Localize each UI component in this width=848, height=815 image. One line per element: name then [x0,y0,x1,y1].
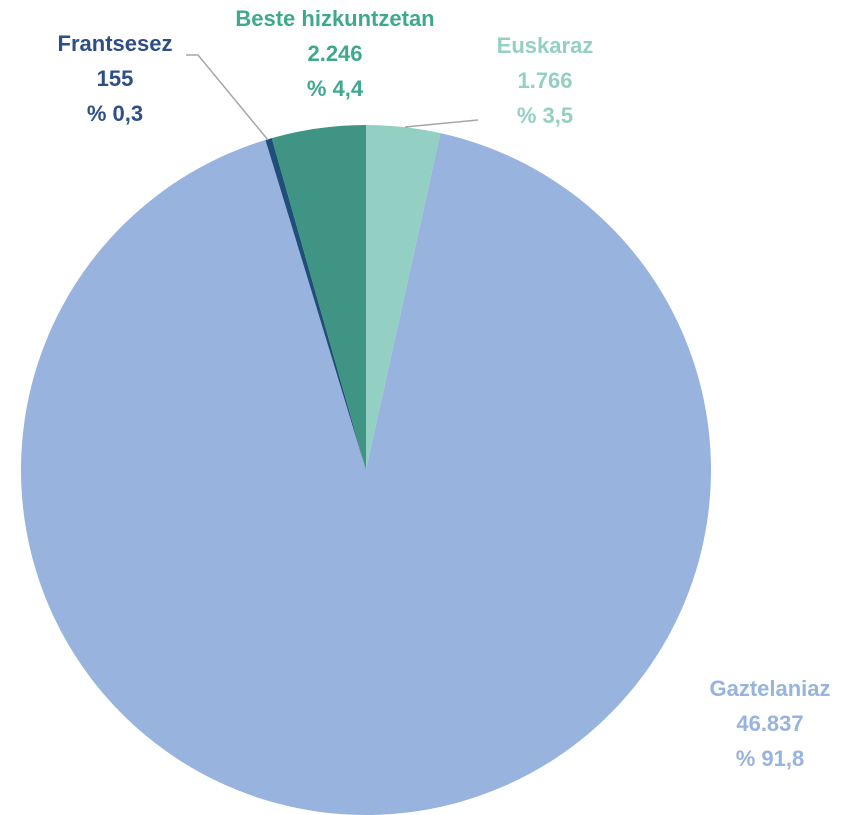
slice-label-value: 46.837 [736,711,803,736]
slice-label-name: Frantsesez [58,31,173,56]
pie-slice [21,133,712,815]
slice-label-percent: % 0,3 [87,101,143,126]
pie-slice [265,138,366,470]
pie-slice [271,125,366,470]
slice-label-name: Beste hizkuntzetan [235,6,434,31]
pie-slice [366,125,441,470]
slice-label-name: Gaztelaniaz [709,676,830,701]
leader-line [186,54,269,141]
slice-label-percent: % 3,5 [517,103,573,128]
slice-label-percent: % 4,4 [307,76,364,101]
slice-label-percent: % 91,8 [736,746,805,771]
leader-line [404,119,479,128]
slice-label-value: 155 [97,66,134,91]
slice-label-value: 2.246 [307,41,362,66]
slice-label-name: Euskaraz [497,33,594,58]
slice-label-value: 1.766 [517,68,572,93]
